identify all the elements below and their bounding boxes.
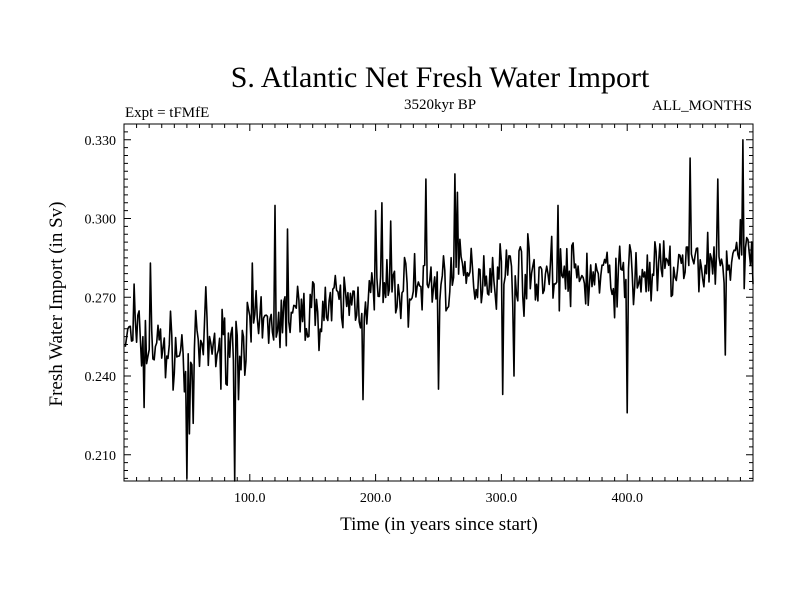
y-tick-label: 0.210 [85, 449, 117, 464]
series-line-fresh-water-import [124, 139, 754, 482]
x-axis: 100.0 200.0 300.0 400.0 [136, 124, 741, 506]
y-tick-label: 0.240 [85, 370, 117, 385]
x-tick-label: 400.0 [611, 491, 643, 506]
epoch-label: 3520kyr BP [404, 97, 476, 113]
plot-frame [123, 123, 754, 482]
y-axis: 0.210 0.240 0.270 0.300 0.330 [85, 123, 753, 479]
y-tick-label: 0.270 [85, 291, 117, 306]
plot-area: 100.0 200.0 300.0 400.0 0.210 0.240 0.270 0.30… [85, 123, 754, 506]
x-tick-label: 200.0 [360, 491, 392, 506]
y-axis-label: Fresh Water Import (in Sv) [46, 202, 67, 407]
y-tick-label: 0.300 [85, 213, 117, 228]
y-tick-label: 0.330 [85, 134, 117, 149]
chart-title: S. Atlantic Net Fresh Water Import [231, 61, 650, 94]
x-tick-label: 100.0 [234, 491, 266, 506]
months-label: ALL_MONTHS [652, 98, 752, 114]
x-tick-label: 300.0 [486, 491, 518, 506]
x-axis-label: Time (in years since start) [340, 514, 538, 535]
experiment-label: Expt = tFMfE [125, 105, 209, 121]
